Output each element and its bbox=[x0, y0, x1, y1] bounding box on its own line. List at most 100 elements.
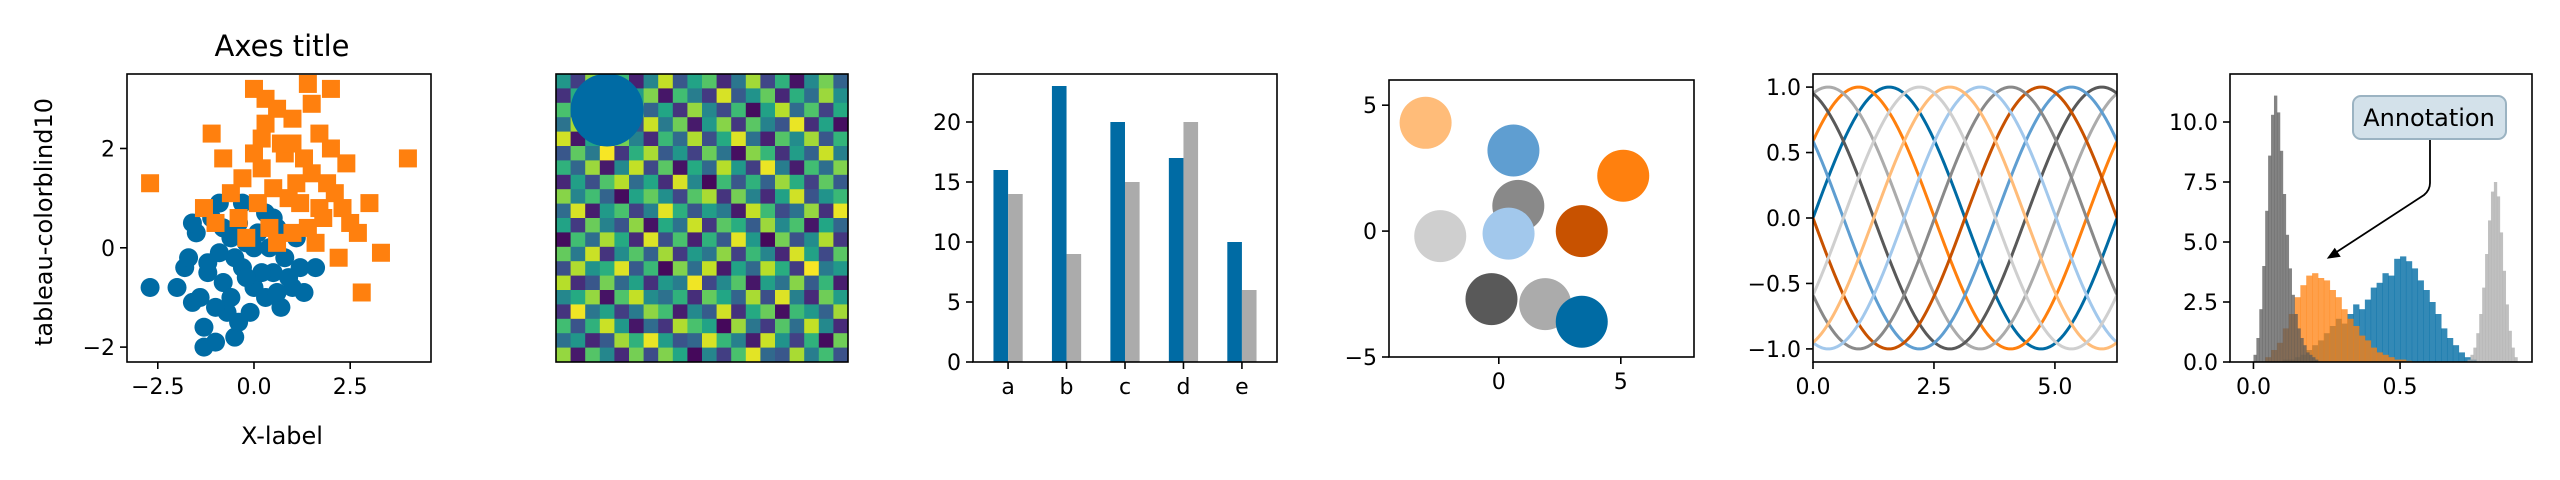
heatmap-cell bbox=[672, 232, 688, 248]
heatmap-cell bbox=[789, 74, 805, 89]
heatmap-cell bbox=[716, 290, 732, 305]
heatmap-cell bbox=[672, 290, 688, 305]
heatmap-cell bbox=[833, 347, 849, 363]
scatter-point-square bbox=[352, 283, 371, 302]
heatmap-cell bbox=[658, 232, 674, 248]
heatmap-cell bbox=[804, 333, 820, 349]
heatmap-cell bbox=[570, 290, 586, 305]
plot-area bbox=[140, 74, 417, 357]
heatmap-cell bbox=[599, 290, 615, 305]
heatmap-cell bbox=[658, 261, 674, 277]
heatmap-cell bbox=[833, 218, 849, 233]
histogram-bar bbox=[2312, 357, 2316, 362]
histogram-bar bbox=[2473, 347, 2477, 362]
scatter-point-square bbox=[248, 194, 267, 213]
heatmap-cell bbox=[672, 333, 688, 349]
heatmap-cell bbox=[629, 304, 645, 320]
panel-6: 0.0 0.5 0.0 2.5 5.0 7.5 10.0 Annotation bbox=[2169, 73, 2533, 400]
histogram-bar bbox=[2253, 354, 2257, 362]
heatmap-cell bbox=[658, 174, 674, 190]
panel-3: a b c d e 0 5 10 15 20 bbox=[933, 73, 1278, 400]
scatter-point-square bbox=[302, 94, 321, 113]
heatmap-cell bbox=[643, 290, 659, 305]
heatmap-cell bbox=[804, 146, 820, 161]
histogram-bar bbox=[2300, 338, 2304, 362]
heatmap-cell bbox=[818, 333, 834, 349]
heatmap-cell bbox=[687, 261, 703, 277]
histogram-bar bbox=[2291, 294, 2295, 362]
heatmap-cell bbox=[702, 347, 718, 363]
histogram-bar bbox=[2382, 354, 2389, 362]
bar bbox=[1227, 242, 1242, 362]
histogram-bar bbox=[2482, 287, 2486, 362]
heatmap-cell bbox=[599, 218, 615, 233]
axes-frame bbox=[555, 73, 849, 363]
heatmap-cell bbox=[629, 189, 645, 205]
heatmap-cell bbox=[629, 290, 645, 305]
heatmap-cell bbox=[570, 218, 586, 233]
histogram-bar bbox=[2400, 359, 2407, 362]
heatmap-cell bbox=[745, 333, 761, 349]
heatmap-cell bbox=[716, 146, 732, 161]
heatmap-cell bbox=[818, 347, 834, 363]
heatmap-cell bbox=[731, 174, 747, 190]
sine-line bbox=[1813, 85, 2117, 351]
plot-area bbox=[2253, 95, 2518, 362]
heatmap-cell bbox=[818, 304, 834, 320]
heatmap-cell bbox=[745, 318, 761, 334]
scatter-point-square bbox=[306, 233, 325, 252]
heatmap-cell bbox=[599, 203, 615, 219]
histogram-bar bbox=[2315, 359, 2319, 362]
heatmap-cell bbox=[599, 333, 615, 349]
scatter-point-square bbox=[321, 139, 340, 158]
heatmap-cell bbox=[585, 203, 601, 219]
bar bbox=[1125, 182, 1140, 362]
heatmap-cell bbox=[804, 232, 820, 248]
heatmap-cell bbox=[672, 117, 688, 133]
bar bbox=[1008, 194, 1023, 362]
y-tick-label: −0.5 bbox=[1748, 272, 1801, 297]
scatter-point-square bbox=[329, 248, 348, 267]
heatmap-cell bbox=[629, 232, 645, 248]
heatmap-cell bbox=[716, 174, 732, 190]
histogram-bar bbox=[2417, 280, 2424, 362]
heatmap-cell bbox=[629, 318, 645, 334]
heatmap-cell bbox=[658, 74, 674, 89]
scatter-point-square bbox=[252, 129, 271, 148]
histogram-bar bbox=[2265, 210, 2269, 362]
heatmap-cell bbox=[775, 290, 791, 305]
heatmap-cell bbox=[760, 102, 776, 118]
plot-area bbox=[993, 86, 1257, 362]
histogram-bar bbox=[2493, 182, 2498, 362]
histogram-bar bbox=[2496, 196, 2501, 362]
bar bbox=[1168, 158, 1184, 362]
heatmap-cell bbox=[833, 174, 849, 190]
heatmap-cell bbox=[658, 160, 674, 176]
panel-2 bbox=[555, 73, 849, 363]
histogram-bar bbox=[2458, 352, 2465, 362]
histogram-bar bbox=[2476, 333, 2480, 362]
scatter-point-circle bbox=[225, 327, 245, 347]
scatter-point-square bbox=[256, 114, 275, 133]
heatmap-cell bbox=[556, 174, 572, 190]
scatter-point-square bbox=[310, 199, 329, 218]
heatmap-cell bbox=[672, 347, 688, 363]
heatmap-cell bbox=[702, 290, 718, 305]
histogram-bar bbox=[2256, 338, 2260, 362]
scatter-point-circle bbox=[179, 248, 199, 268]
y-tick-label: 5 bbox=[1363, 94, 1377, 119]
histogram-bar bbox=[2441, 328, 2448, 362]
y-tick-label: 1.0 bbox=[1766, 76, 1801, 101]
heatmap-cell bbox=[818, 232, 834, 248]
heatmap-cell bbox=[643, 174, 659, 190]
heatmap-cell bbox=[789, 218, 805, 233]
histogram-bar bbox=[2271, 114, 2275, 362]
heatmap-cell bbox=[731, 74, 747, 89]
heatmap-cell bbox=[672, 246, 688, 262]
heatmap-cell bbox=[687, 232, 703, 248]
heatmap-cell bbox=[804, 174, 820, 190]
axes-frame bbox=[126, 73, 432, 363]
heatmap-cell bbox=[614, 290, 630, 305]
histogram-bar bbox=[2411, 268, 2419, 362]
heatmap-cell bbox=[731, 218, 747, 233]
